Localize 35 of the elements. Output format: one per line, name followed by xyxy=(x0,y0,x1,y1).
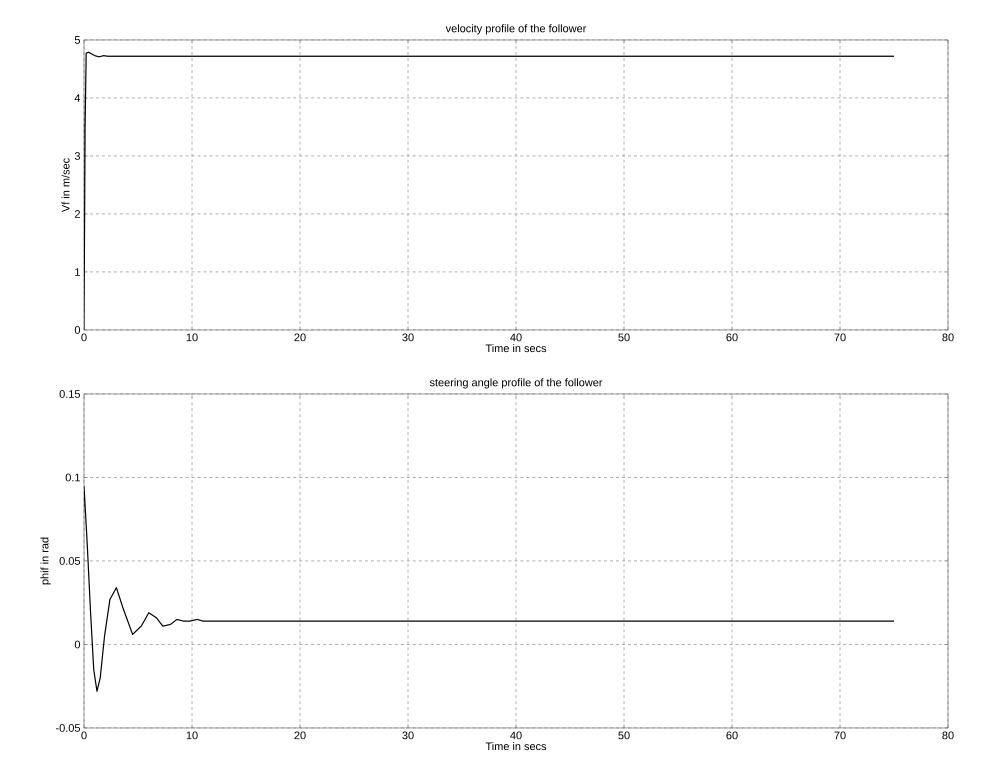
x-tick-label: 50 xyxy=(618,334,630,342)
x-tick-label: 40 xyxy=(510,334,522,342)
y-tick-label: 3 xyxy=(74,152,80,160)
y-tick-label: 0.1 xyxy=(66,474,80,482)
x-tick-label: 0 xyxy=(81,732,87,740)
x-tick-label: 80 xyxy=(942,334,954,342)
x-tick-label: 0 xyxy=(81,334,87,342)
x-tick-label: 20 xyxy=(294,732,306,740)
x-tick-label: 30 xyxy=(402,732,414,740)
x-tick-label: 20 xyxy=(294,334,306,342)
y-tick-label: 4 xyxy=(74,94,80,102)
y-tick-label: 0 xyxy=(74,326,80,334)
y-axis-title: phif in rad xyxy=(40,538,51,584)
x-tick-label: 70 xyxy=(834,732,846,740)
y-axis-title: Vf in m/sec xyxy=(62,158,70,212)
x-axis-title: Time in secs xyxy=(486,344,546,352)
y-tick-label: 2 xyxy=(74,210,80,218)
chart-title: steering angle profile of the follower xyxy=(430,378,602,388)
y-tick-label: -0.05 xyxy=(56,724,80,732)
y-tick-label: 5 xyxy=(74,36,80,44)
x-tick-label: 60 xyxy=(726,334,738,342)
x-tick-label: 50 xyxy=(618,732,630,740)
x-axis-title: Time in secs xyxy=(486,742,546,750)
x-tick-label: 10 xyxy=(186,732,198,740)
x-tick-label: 80 xyxy=(942,732,954,740)
y-tick-label: 0 xyxy=(74,640,80,648)
x-tick-label: 70 xyxy=(834,334,846,342)
y-tick-label: 0.15 xyxy=(60,390,80,398)
x-tick-label: 10 xyxy=(186,334,198,342)
x-tick-label: 60 xyxy=(726,732,738,740)
x-tick-label: 40 xyxy=(510,732,522,740)
y-tick-label: 0.05 xyxy=(60,557,80,565)
y-tick-label: 1 xyxy=(75,268,80,276)
chart-title: velocity profile of the follower xyxy=(446,24,586,34)
x-tick-label: 30 xyxy=(402,334,414,342)
